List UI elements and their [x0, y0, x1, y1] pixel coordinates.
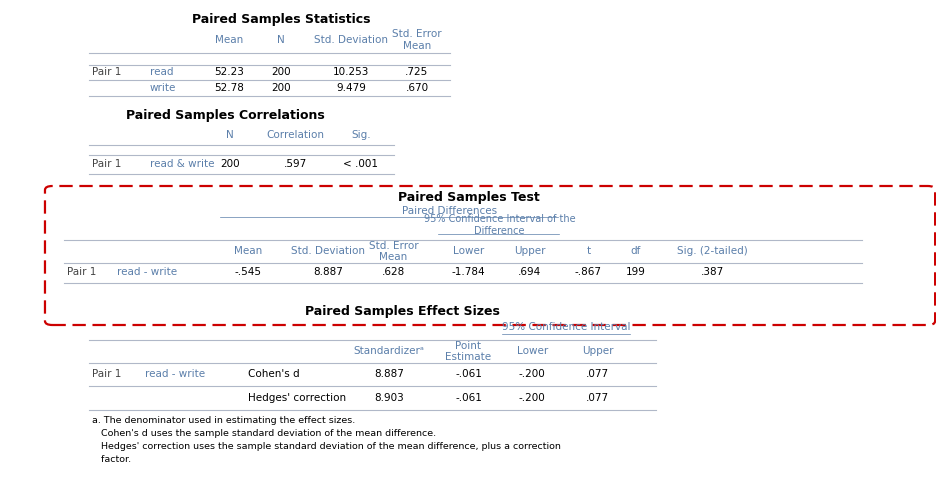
Text: .694: .694	[518, 267, 540, 277]
Text: -.200: -.200	[519, 369, 545, 379]
Text: N: N	[277, 35, 285, 45]
Text: read - write: read - write	[117, 267, 177, 277]
Text: < .001: < .001	[343, 159, 378, 169]
Text: Std. Deviation: Std. Deviation	[314, 35, 388, 45]
Text: Hedges' correction uses the sample standard deviation of the mean difference, pl: Hedges' correction uses the sample stand…	[92, 442, 560, 451]
Text: Std. Error
Mean: Std. Error Mean	[392, 29, 441, 51]
Text: -.200: -.200	[519, 393, 545, 403]
Text: -1.784: -1.784	[451, 267, 485, 277]
Text: 8.887: 8.887	[373, 369, 403, 379]
Text: Sig.: Sig.	[351, 130, 370, 140]
Text: -.061: -.061	[455, 369, 481, 379]
Text: .077: .077	[586, 393, 608, 403]
Text: Paired Differences: Paired Differences	[402, 206, 497, 216]
Text: .387: .387	[700, 267, 723, 277]
Text: read - write: read - write	[145, 369, 205, 379]
Text: Lower: Lower	[452, 246, 484, 256]
Text: Pair 1: Pair 1	[92, 369, 121, 379]
Text: .628: .628	[382, 267, 404, 277]
Text: Cohen's d: Cohen's d	[248, 369, 300, 379]
Text: a. The denominator used in estimating the effect sizes.: a. The denominator used in estimating th…	[92, 416, 355, 425]
Text: 200: 200	[271, 83, 290, 93]
Text: Std. Error
Mean: Std. Error Mean	[369, 240, 417, 262]
Text: Point
Estimate: Point Estimate	[445, 340, 491, 362]
Text: Lower: Lower	[516, 346, 548, 356]
Text: N: N	[226, 130, 233, 140]
Text: factor.: factor.	[92, 455, 131, 464]
Text: -.061: -.061	[455, 393, 481, 403]
Text: 10.253: 10.253	[333, 67, 369, 77]
Text: .597: .597	[284, 159, 306, 169]
Text: write: write	[150, 83, 176, 93]
Text: Correlation: Correlation	[266, 130, 324, 140]
Text: Mean: Mean	[234, 246, 262, 256]
Text: Paired Samples Correlations: Paired Samples Correlations	[125, 110, 324, 122]
Text: .725: .725	[405, 67, 428, 77]
Text: 95% Confidence Interval of the
Difference: 95% Confidence Interval of the Differenc…	[423, 214, 575, 236]
Text: Paired Samples Effect Sizes: Paired Samples Effect Sizes	[305, 304, 500, 318]
Text: 52.23: 52.23	[214, 67, 244, 77]
Text: df: df	[629, 246, 640, 256]
Text: Pair 1: Pair 1	[92, 67, 121, 77]
Text: Paired Samples Test: Paired Samples Test	[397, 191, 539, 204]
Text: Pair 1: Pair 1	[66, 267, 95, 277]
Text: t: t	[586, 246, 590, 256]
Text: Upper: Upper	[581, 346, 613, 356]
Text: Pair 1: Pair 1	[92, 159, 121, 169]
Text: read & write: read & write	[150, 159, 214, 169]
Text: Sig. (2-tailed): Sig. (2-tailed)	[676, 246, 747, 256]
Text: 8.887: 8.887	[313, 267, 343, 277]
Text: Hedges' correction: Hedges' correction	[248, 393, 346, 403]
Text: 199: 199	[624, 267, 645, 277]
Text: Mean: Mean	[215, 35, 243, 45]
Text: Upper: Upper	[513, 246, 545, 256]
Text: read: read	[150, 67, 173, 77]
Text: .670: .670	[405, 83, 428, 93]
Text: -.867: -.867	[575, 267, 601, 277]
Text: -.545: -.545	[235, 267, 261, 277]
Text: 200: 200	[220, 159, 239, 169]
Text: Standardizerᵃ: Standardizerᵃ	[353, 346, 424, 356]
Text: 95% Confidence Interval: 95% Confidence Interval	[501, 322, 630, 332]
Text: Cohen's d uses the sample standard deviation of the mean difference.: Cohen's d uses the sample standard devia…	[92, 429, 435, 438]
Text: 200: 200	[271, 67, 290, 77]
Text: .077: .077	[586, 369, 608, 379]
Text: Paired Samples Statistics: Paired Samples Statistics	[192, 14, 370, 26]
Text: 52.78: 52.78	[214, 83, 244, 93]
Text: Std. Deviation: Std. Deviation	[291, 246, 364, 256]
Text: 8.903: 8.903	[373, 393, 403, 403]
Text: 9.479: 9.479	[336, 83, 366, 93]
